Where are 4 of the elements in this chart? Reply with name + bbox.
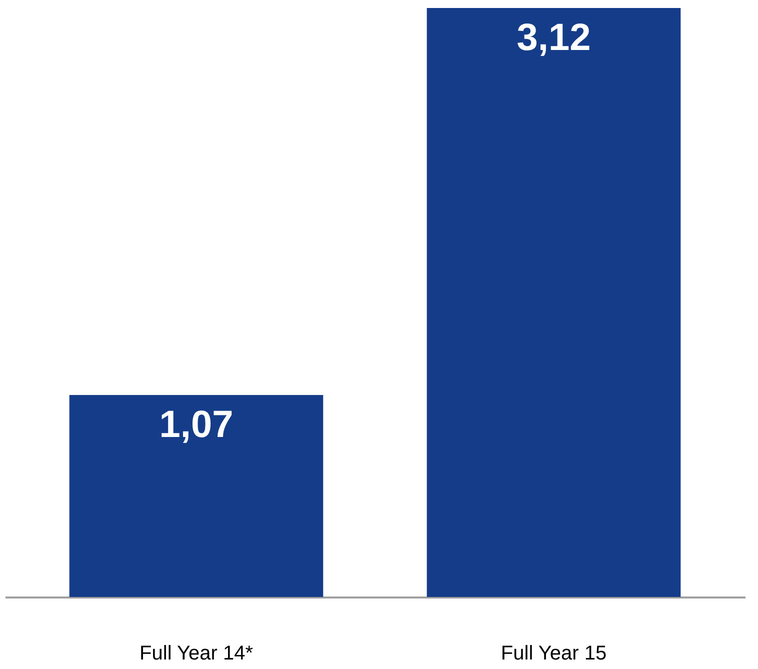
x-tick-label: Full Year 14* xyxy=(140,642,254,664)
x-tick-label: Full Year 15 xyxy=(500,642,607,664)
data-label: 1,07 xyxy=(159,404,234,446)
data-label: 3,12 xyxy=(516,17,591,59)
